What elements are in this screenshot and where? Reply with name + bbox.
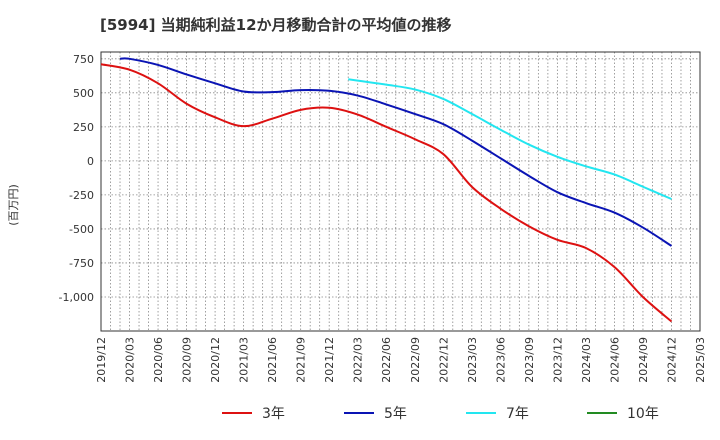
x-axis: 2019/12 2020/03 2020/06 2020/09 2020/12 2021/… bbox=[95, 337, 707, 383]
legend-label-3: 10年 bbox=[627, 406, 659, 422]
x-tick-label: 2024/12 bbox=[665, 337, 678, 383]
series-line-0 bbox=[100, 63, 673, 323]
x-tick-label: 2022/12 bbox=[437, 337, 450, 383]
grid-lines bbox=[101, 52, 700, 331]
legend-label-1: 5年 bbox=[384, 406, 407, 422]
x-tick-label: 2020/12 bbox=[209, 337, 222, 383]
chart-title: [5994] 当期純利益12か月移動合計の平均値の推移 bbox=[100, 16, 452, 34]
x-tick-label: 2025/03 bbox=[694, 337, 707, 383]
x-tick-label: 2024/09 bbox=[637, 337, 650, 383]
x-tick-label: 2020/03 bbox=[124, 337, 137, 383]
x-tick-label: 2020/09 bbox=[181, 337, 194, 383]
y-axis: 750 500 250 0 -250 -500 -750 -1,000 bbox=[59, 53, 94, 304]
y-tick-label: 250 bbox=[73, 121, 94, 134]
series-line-1 bbox=[119, 57, 673, 247]
y-tick-label: -250 bbox=[69, 189, 94, 202]
x-tick-label: 2022/09 bbox=[409, 337, 422, 383]
series-line-2 bbox=[348, 78, 672, 200]
legend-label-2: 7年 bbox=[506, 406, 529, 422]
x-tick-label: 2023/12 bbox=[551, 337, 564, 383]
series-group bbox=[100, 57, 673, 323]
x-tick-label: 2019/12 bbox=[95, 337, 108, 383]
y-tick-label: 500 bbox=[73, 87, 94, 100]
x-tick-label: 2023/06 bbox=[494, 337, 507, 383]
y-tick-label: -500 bbox=[69, 223, 94, 236]
x-tick-label: 2021/03 bbox=[238, 337, 251, 383]
x-tick-label: 2021/12 bbox=[323, 337, 336, 383]
y-tick-label: -750 bbox=[69, 257, 94, 270]
x-tick-label: 2022/03 bbox=[352, 337, 365, 383]
x-tick-label: 2022/06 bbox=[380, 337, 393, 383]
y-tick-label: 750 bbox=[73, 53, 94, 66]
x-tick-label: 2024/06 bbox=[608, 337, 621, 383]
x-tick-label: 2023/09 bbox=[523, 337, 536, 383]
legend: 3年 5年 7年 10年 bbox=[222, 406, 659, 422]
y-axis-label: (百万円) bbox=[7, 184, 20, 226]
x-tick-label: 2023/03 bbox=[466, 337, 479, 383]
legend-label-0: 3年 bbox=[262, 406, 285, 422]
x-tick-label: 2021/09 bbox=[295, 337, 308, 383]
x-tick-label: 2020/06 bbox=[152, 337, 165, 383]
x-tick-label: 2024/03 bbox=[580, 337, 593, 383]
y-tick-label: -1,000 bbox=[59, 291, 94, 304]
y-tick-label: 0 bbox=[87, 155, 94, 168]
x-tick-label: 2021/06 bbox=[266, 337, 279, 383]
plot-area bbox=[100, 51, 701, 332]
